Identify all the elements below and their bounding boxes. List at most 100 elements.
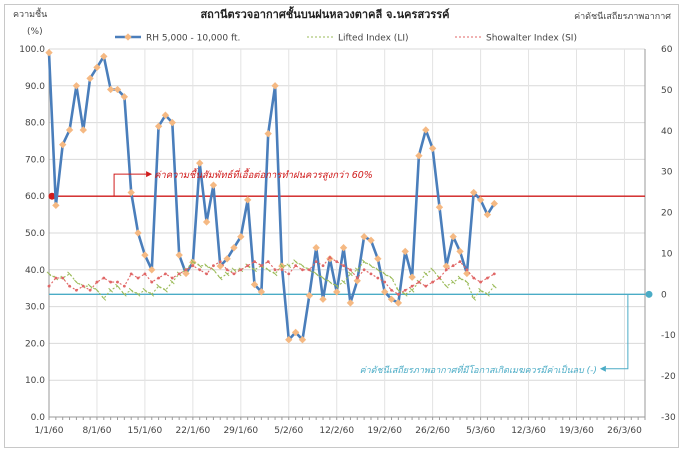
rh-point <box>312 244 320 252</box>
si-point <box>225 268 229 272</box>
li-point <box>224 271 230 277</box>
si-point <box>383 280 387 284</box>
legend-label: Showalter Index (SI) <box>486 34 577 44</box>
li-point <box>320 275 326 281</box>
rh-point <box>271 82 279 90</box>
rh-point <box>264 129 272 138</box>
rh-point <box>415 152 423 160</box>
rh-point <box>202 218 211 226</box>
si-point <box>451 264 455 268</box>
li-point <box>94 287 100 293</box>
si-point <box>335 260 339 264</box>
rh-point <box>45 49 53 57</box>
si-point <box>307 268 311 272</box>
rh-point <box>367 236 375 245</box>
li-point <box>74 279 79 285</box>
rh-point <box>435 203 444 211</box>
rh-point <box>442 262 450 270</box>
li-point <box>491 283 497 289</box>
si-point <box>129 272 133 276</box>
legend-label: RH 5,000 - 10,000 ft. <box>146 34 240 44</box>
rh-point <box>449 232 457 241</box>
x-tick-label: 5/2/60 <box>274 426 303 436</box>
rh-point <box>401 247 409 256</box>
humidity-stability-chart: 0.0 10.0 20.0 30.0 40.0 50.0 60.0 70.0 80.0 90.0 1… <box>13 6 676 436</box>
rh-point <box>463 269 471 278</box>
rh-point <box>319 295 327 303</box>
right-axis-title: ค่าดัชนีเสถียรภาพอากาศ <box>574 11 671 22</box>
si-point <box>150 280 154 284</box>
li-point <box>423 271 429 277</box>
si-point <box>102 276 106 280</box>
rh-point <box>333 288 341 296</box>
y-right-tick-label: 50 <box>661 86 673 96</box>
stability-threshold-marker <box>645 290 653 298</box>
si-point <box>294 264 298 268</box>
y-left-tick-label: 80.0 <box>25 119 45 129</box>
series-line-lifted-index <box>48 261 495 299</box>
li-point <box>122 291 127 297</box>
li-point <box>217 275 223 281</box>
si-point <box>177 272 181 276</box>
si-point <box>492 272 496 276</box>
si-point <box>287 272 291 276</box>
y-left-tick-label: 100.0 <box>19 45 45 55</box>
rh-point <box>52 201 60 210</box>
li-point <box>464 279 470 285</box>
rh-point <box>381 288 389 296</box>
rh-point <box>209 181 218 189</box>
si-point <box>431 280 435 284</box>
rh-point <box>394 299 403 307</box>
li-point <box>286 263 292 269</box>
li-point <box>471 296 477 301</box>
si-point <box>47 284 51 288</box>
si-point <box>75 288 78 292</box>
x-tick-label: 1/1/60 <box>35 426 64 436</box>
si-point <box>122 284 126 288</box>
si-point <box>54 276 58 280</box>
y-right-tick-label: 0 <box>661 290 667 300</box>
si-point <box>218 260 222 264</box>
y-right-tick-label: 20 <box>661 209 673 219</box>
rh-point <box>346 299 355 307</box>
li-point <box>389 275 394 281</box>
li-point <box>368 263 374 269</box>
rh-callout-text: ค่าความชื้นสัมพัทธ์ที่เอื้อต่อการทำฝนควร… <box>154 167 373 181</box>
y-right-tick-label: 60 <box>661 45 673 55</box>
rh-point <box>298 336 307 344</box>
rh-point <box>79 126 87 134</box>
li-point <box>450 279 456 285</box>
si-point <box>164 272 167 276</box>
si-point <box>253 260 256 264</box>
rh-point <box>113 85 122 94</box>
si-point <box>136 276 140 280</box>
li-point <box>354 267 360 273</box>
y-left-tick-label: 50.0 <box>25 229 45 239</box>
rh-point <box>257 288 266 296</box>
si-point <box>355 276 359 280</box>
li-point <box>149 291 155 297</box>
si-point <box>314 260 318 264</box>
si-point <box>266 260 270 264</box>
li-point <box>430 267 435 273</box>
rh-point <box>59 141 67 149</box>
li-point <box>265 267 271 273</box>
si-point <box>184 268 188 272</box>
si-point <box>109 280 113 284</box>
li-point <box>101 296 107 301</box>
li-point <box>341 279 346 285</box>
y-left-tick-label: 60.0 <box>25 192 45 202</box>
rh-point <box>387 295 396 303</box>
x-tick-label: 19/2/60 <box>367 426 402 436</box>
rh-point <box>86 74 94 83</box>
rh-point <box>422 126 430 134</box>
y-right-tick-label: 30 <box>661 168 673 178</box>
stability-callout-leader <box>605 294 629 370</box>
si-point <box>342 264 345 268</box>
si-point <box>438 276 441 280</box>
si-point <box>191 264 195 268</box>
li-point <box>252 267 257 273</box>
li-point <box>190 259 196 264</box>
rh-point <box>428 144 437 153</box>
si-point <box>280 268 284 272</box>
